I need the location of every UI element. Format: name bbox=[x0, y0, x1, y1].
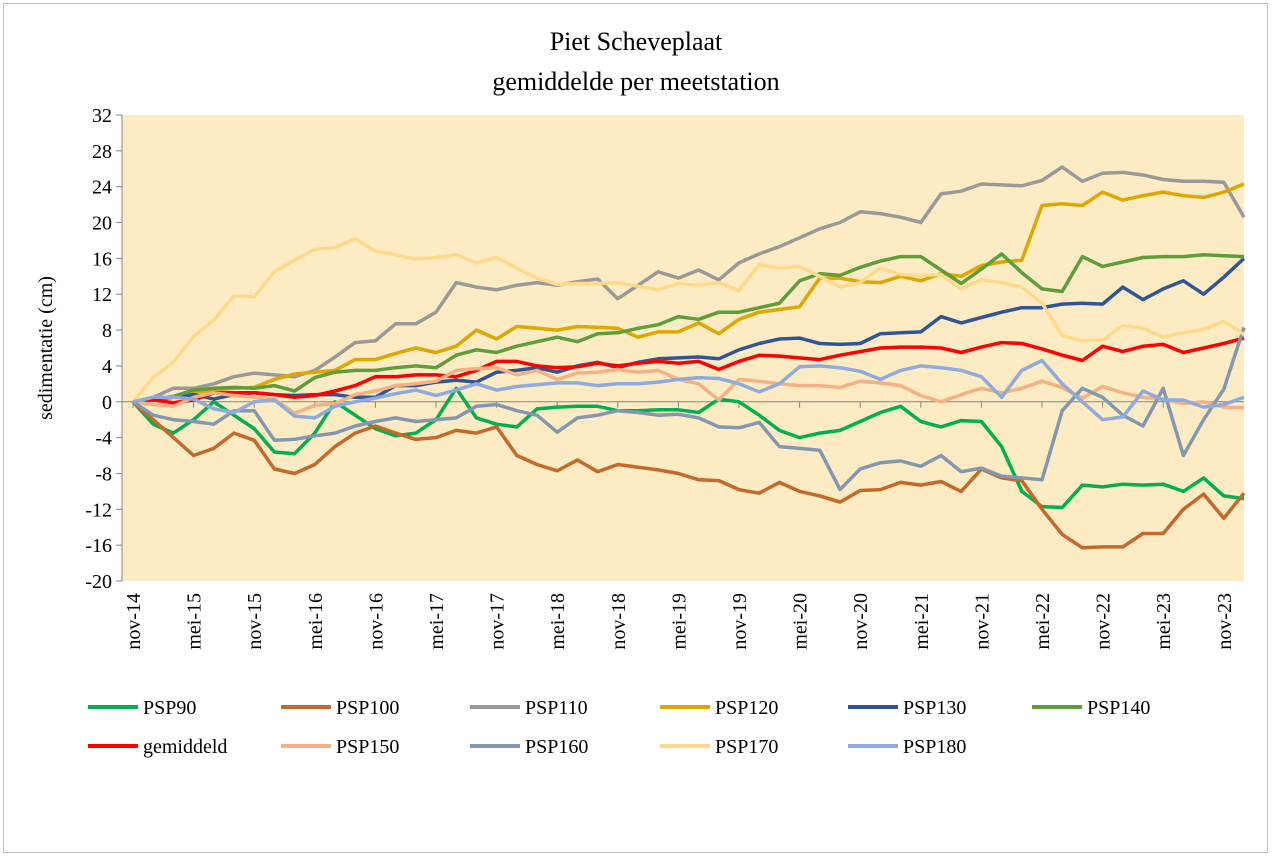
legend-label: gemiddeld bbox=[143, 736, 227, 758]
legend-label: PSP180 bbox=[903, 736, 966, 758]
y-tick-label: -4 bbox=[95, 428, 112, 450]
plot-area bbox=[122, 115, 1244, 581]
legend-label: PSP170 bbox=[715, 736, 778, 758]
x-tick-label: nov-16 bbox=[365, 593, 387, 650]
y-tick-label: 24 bbox=[92, 177, 112, 199]
y-tick-label: -8 bbox=[95, 463, 112, 485]
legend-label: PSP110 bbox=[525, 697, 588, 719]
y-tick-label: -12 bbox=[85, 499, 112, 521]
x-tick-label: nov-17 bbox=[487, 593, 509, 650]
series-line bbox=[131, 386, 1245, 510]
x-tick-label: mei-19 bbox=[668, 593, 690, 650]
y-tick-label: 16 bbox=[92, 248, 112, 270]
x-tick-label: mei-15 bbox=[184, 593, 206, 650]
x-tick-label: nov-14 bbox=[123, 593, 145, 650]
x-tick-label: mei-23 bbox=[1153, 593, 1175, 650]
legend-label: PSP140 bbox=[1087, 697, 1150, 719]
series-line bbox=[132, 365, 1245, 416]
x-tick-label: mei-17 bbox=[426, 593, 448, 650]
x-tick-label: nov-22 bbox=[1093, 593, 1115, 650]
x-tick-label: nov-15 bbox=[244, 593, 266, 650]
x-tick-label: nov-20 bbox=[850, 593, 872, 650]
series-line bbox=[132, 252, 1245, 404]
series-line bbox=[132, 182, 1245, 404]
series-line bbox=[132, 165, 1246, 404]
x-tick-label: nov-23 bbox=[1214, 593, 1236, 650]
series-line bbox=[132, 336, 1245, 405]
x-tick-label: nov-21 bbox=[971, 593, 993, 650]
y-tick-label: 28 bbox=[92, 141, 112, 163]
x-tick-label: mei-21 bbox=[911, 593, 933, 650]
series-line bbox=[132, 326, 1246, 492]
x-tick-label: mei-20 bbox=[790, 593, 812, 650]
x-tick-label: mei-16 bbox=[305, 593, 327, 650]
chart-title: Piet Scheveplaat bbox=[550, 27, 723, 56]
y-tick-label: 4 bbox=[102, 356, 112, 378]
legend-label: PSP160 bbox=[525, 736, 588, 758]
y-tick-label: -16 bbox=[85, 535, 112, 557]
series-line bbox=[131, 400, 1246, 550]
x-tick-label: mei-18 bbox=[547, 593, 569, 650]
legend-label: PSP150 bbox=[336, 736, 399, 758]
series-line bbox=[132, 358, 1245, 422]
x-tick-label: nov-18 bbox=[608, 593, 630, 650]
y-tick-label: 0 bbox=[102, 392, 112, 414]
legend-label: PSP90 bbox=[143, 697, 196, 719]
y-tick-label: 12 bbox=[92, 284, 112, 306]
y-tick-label: 32 bbox=[92, 105, 112, 127]
x-tick-label: mei-22 bbox=[1032, 593, 1054, 650]
y-tick-label: 20 bbox=[92, 213, 112, 235]
y-axis-label: sedimentatie (cm) bbox=[35, 276, 57, 420]
x-tick-label: nov-19 bbox=[729, 593, 751, 650]
y-tick-label: 8 bbox=[102, 320, 112, 342]
y-tick-label: -20 bbox=[85, 571, 112, 593]
chart-subtitle: gemiddelde per meetstation bbox=[492, 67, 779, 96]
legend-label: PSP130 bbox=[903, 697, 966, 719]
legend-label: PSP120 bbox=[715, 697, 778, 719]
legend-label: PSP100 bbox=[336, 697, 399, 719]
series-line bbox=[131, 236, 1245, 403]
